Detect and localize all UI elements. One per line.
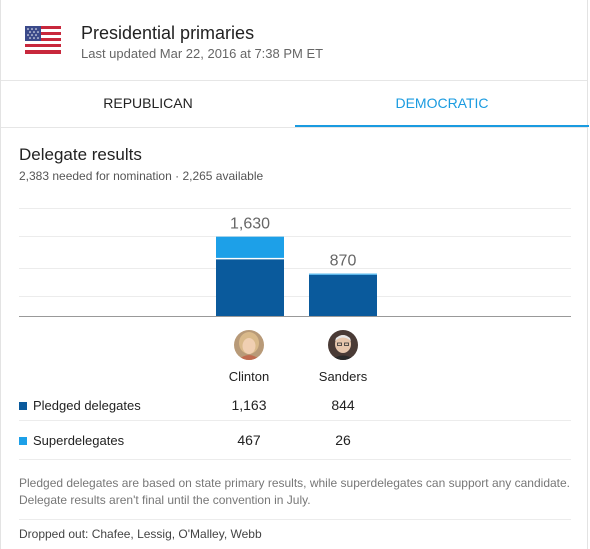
candidate-name-clinton: Clinton [228, 369, 270, 384]
footnote-divider [19, 519, 571, 520]
bar-clinton-super [216, 236, 284, 258]
party-tabs: REPUBLICAN DEMOCRATIC [1, 81, 589, 127]
bar-sanders-super [309, 273, 377, 275]
dropped-out-list: Dropped out: Chafee, Lessig, O'Malley, W… [19, 527, 262, 541]
pledged-swatch [19, 401, 27, 410]
super-swatch [19, 436, 27, 445]
bar-total-label: 870 [330, 253, 357, 270]
bar-sanders-pledged [309, 274, 377, 316]
row-divider [19, 420, 571, 421]
tabs-divider [1, 127, 587, 128]
sanders-avatar [328, 330, 358, 360]
section-subtitle: 2,383 needed for nomination · 2,265 avai… [19, 169, 264, 183]
clinton-pledged: 1,163 [231, 397, 267, 413]
card-title: Presidential primaries [81, 23, 255, 43]
header-divider [1, 80, 587, 81]
super-label: Superdelegates [19, 433, 124, 448]
clinton-super: 467 [237, 432, 261, 448]
super-label-text: Superdelegates [33, 433, 125, 448]
bar-clinton-pledged [216, 259, 284, 316]
sanders-super: 26 [335, 432, 351, 448]
footnote: Pledged delegates are based on state pri… [19, 476, 571, 507]
row-divider [19, 459, 571, 460]
delegate-bar-chart: 1,630 870 [19, 208, 571, 317]
tab-republican[interactable]: REPUBLICAN [103, 95, 193, 111]
card-header: Presidential primaries Last updated Mar … [1, 0, 587, 80]
pledged-label-text: Pledged delegates [33, 398, 141, 413]
clinton-avatar [234, 330, 264, 360]
section-title: Delegate results [19, 145, 142, 164]
pledged-label: Pledged delegates [19, 398, 141, 413]
bar-total-label: 1,630 [230, 216, 270, 233]
last-updated: Last updated Mar 22, 2016 at 7:38 PM ET [81, 46, 324, 61]
candidate-name-sanders: Sanders [318, 369, 368, 384]
us-flag-icon [25, 26, 61, 54]
tab-democratic[interactable]: DEMOCRATIC [295, 81, 589, 127]
sanders-pledged: 844 [331, 397, 355, 413]
